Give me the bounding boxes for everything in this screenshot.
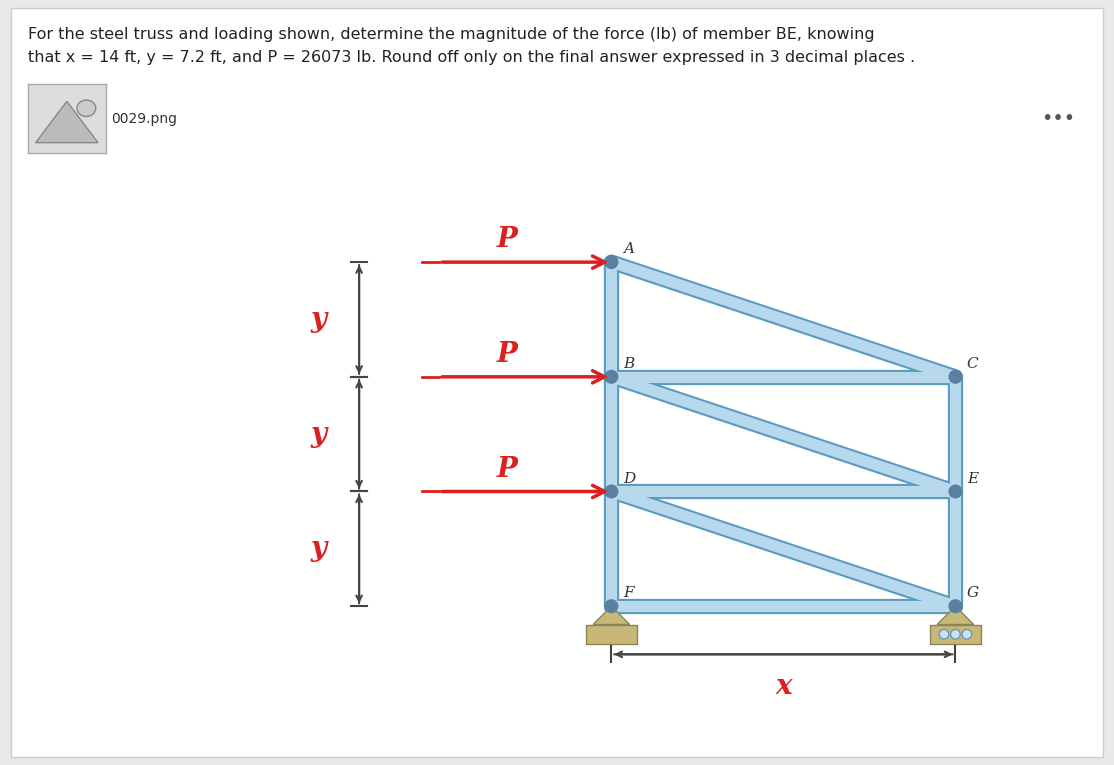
Text: y: y xyxy=(311,306,328,333)
Circle shape xyxy=(962,630,971,639)
Text: For the steel truss and loading shown, determine the magnitude of the force (lb): For the steel truss and loading shown, d… xyxy=(28,27,874,42)
Circle shape xyxy=(77,100,96,116)
Text: x: x xyxy=(775,672,792,700)
Text: B: B xyxy=(623,357,634,371)
FancyBboxPatch shape xyxy=(930,624,980,644)
Polygon shape xyxy=(593,606,629,624)
Circle shape xyxy=(605,256,617,269)
Text: y: y xyxy=(311,421,328,448)
Circle shape xyxy=(939,630,949,639)
Text: C: C xyxy=(967,357,978,371)
Circle shape xyxy=(950,630,960,639)
Text: that x = 14 ft, y = 7.2 ft, and P = 26073 lb. Round off only on the final answer: that x = 14 ft, y = 7.2 ft, and P = 2607… xyxy=(28,50,915,65)
Polygon shape xyxy=(36,101,98,143)
Text: G: G xyxy=(967,587,979,601)
Circle shape xyxy=(605,600,617,613)
Text: D: D xyxy=(623,472,635,486)
Circle shape xyxy=(605,485,617,498)
Circle shape xyxy=(949,485,961,498)
Text: F: F xyxy=(623,587,634,601)
Text: P: P xyxy=(497,341,518,368)
Text: 0029.png: 0029.png xyxy=(111,112,177,125)
Text: A: A xyxy=(623,243,634,256)
Circle shape xyxy=(605,370,617,383)
Text: P: P xyxy=(497,456,518,483)
Text: y: y xyxy=(311,536,328,562)
Text: E: E xyxy=(967,472,978,486)
Circle shape xyxy=(949,600,961,613)
Polygon shape xyxy=(937,606,974,624)
Text: •••: ••• xyxy=(1040,109,1075,128)
FancyBboxPatch shape xyxy=(586,624,636,644)
Text: P: P xyxy=(497,226,518,253)
Circle shape xyxy=(949,370,961,383)
